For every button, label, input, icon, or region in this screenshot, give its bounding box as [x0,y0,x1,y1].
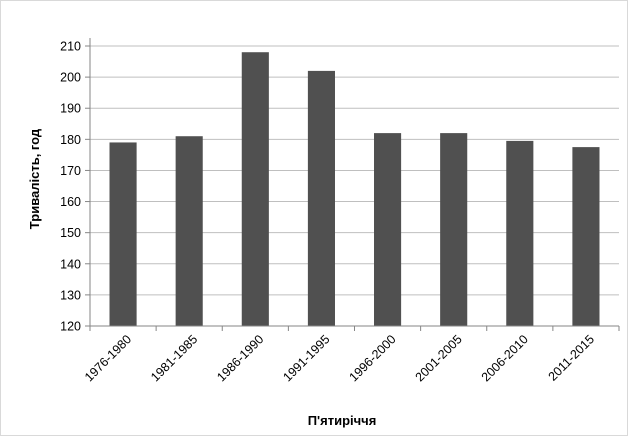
x-tick-label: 1976-1980 [82,332,134,384]
bar-1976-1980 [109,142,137,326]
bars [109,52,600,326]
y-tick-label: 120 [60,320,81,334]
y-tick-label: 170 [60,164,81,178]
x-tick-labels: 1976-1980 1981-1985 1986-1990 1991-1995 1996… [82,326,620,384]
bar-1996-2000 [374,133,402,326]
axes [89,38,619,327]
x-tick-label: 1991-1995 [280,332,332,384]
x-tick-label: 2011-2015 [546,332,598,384]
y-tick-label: 180 [60,133,81,147]
y-tick-label: 150 [60,226,81,240]
y-tick-label: 210 [60,40,81,54]
bar-2006-2010 [506,140,534,326]
y-tick-label: 190 [60,102,81,116]
y-tick-label: 130 [60,288,81,302]
bar-1981-1985 [175,136,203,326]
x-tick-label: 1996-2000 [347,332,399,384]
x-tick-label: 1986-1990 [214,332,266,384]
bar-2001-2005 [440,133,468,326]
x-tick-label: 2006-2010 [479,332,531,384]
y-tick-label: 160 [60,195,81,209]
bar-1986-1990 [241,52,269,326]
y-tick-label: 200 [60,71,81,85]
x-axis-title: П'ятиріччя [308,413,377,428]
y-tick-labels: 120 130 140 150 160 170 180 190 200 210 [60,40,90,334]
x-tick-label: 2001-2005 [413,332,465,384]
gridlines [90,45,619,296]
x-tick-label: 1981-1985 [148,332,200,384]
y-tick-label: 140 [60,257,81,271]
bar-1991-1995 [307,70,335,326]
bar-2011-2015 [572,147,600,326]
y-axis-title: Тривалість, год [27,128,42,229]
